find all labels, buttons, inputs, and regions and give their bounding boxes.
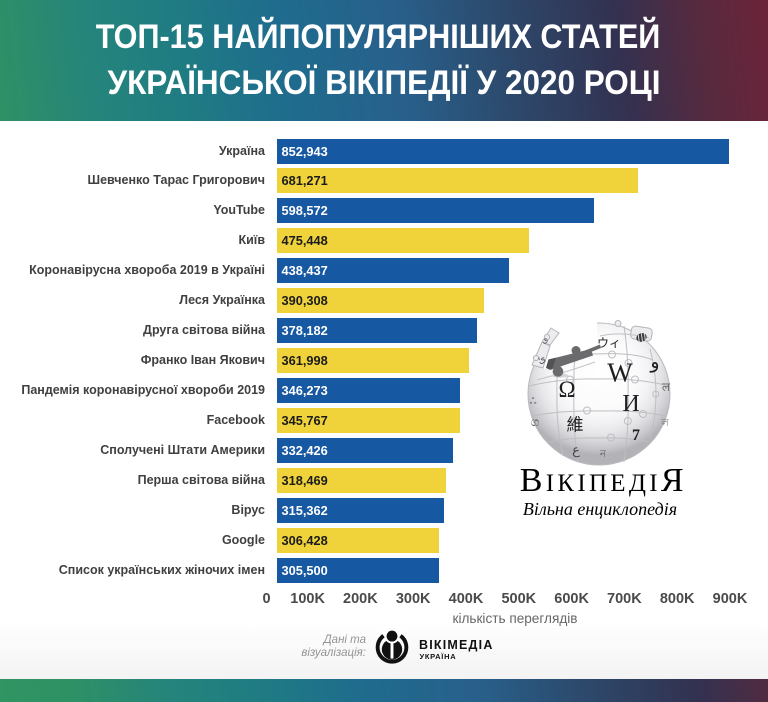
svg-text:ع: ع [572, 442, 580, 458]
svg-text:維: 維 [567, 416, 584, 435]
svg-text:ග: ග [531, 415, 540, 429]
svg-text:7: 7 [632, 427, 640, 444]
svg-text:ल: ल [662, 380, 671, 394]
svg-text:ウィ: ウィ [597, 336, 621, 350]
svg-text:Ω: Ω [558, 377, 575, 402]
svg-text:И: И [622, 391, 639, 417]
svg-text:و: و [649, 352, 659, 373]
svg-text:ஃ: ஃ [529, 396, 536, 406]
svg-text:W: W [607, 358, 633, 388]
svg-text:ى: ى [539, 334, 549, 345]
svg-text:ল: ল [660, 418, 669, 429]
svg-text:ন: ন [599, 449, 607, 460]
